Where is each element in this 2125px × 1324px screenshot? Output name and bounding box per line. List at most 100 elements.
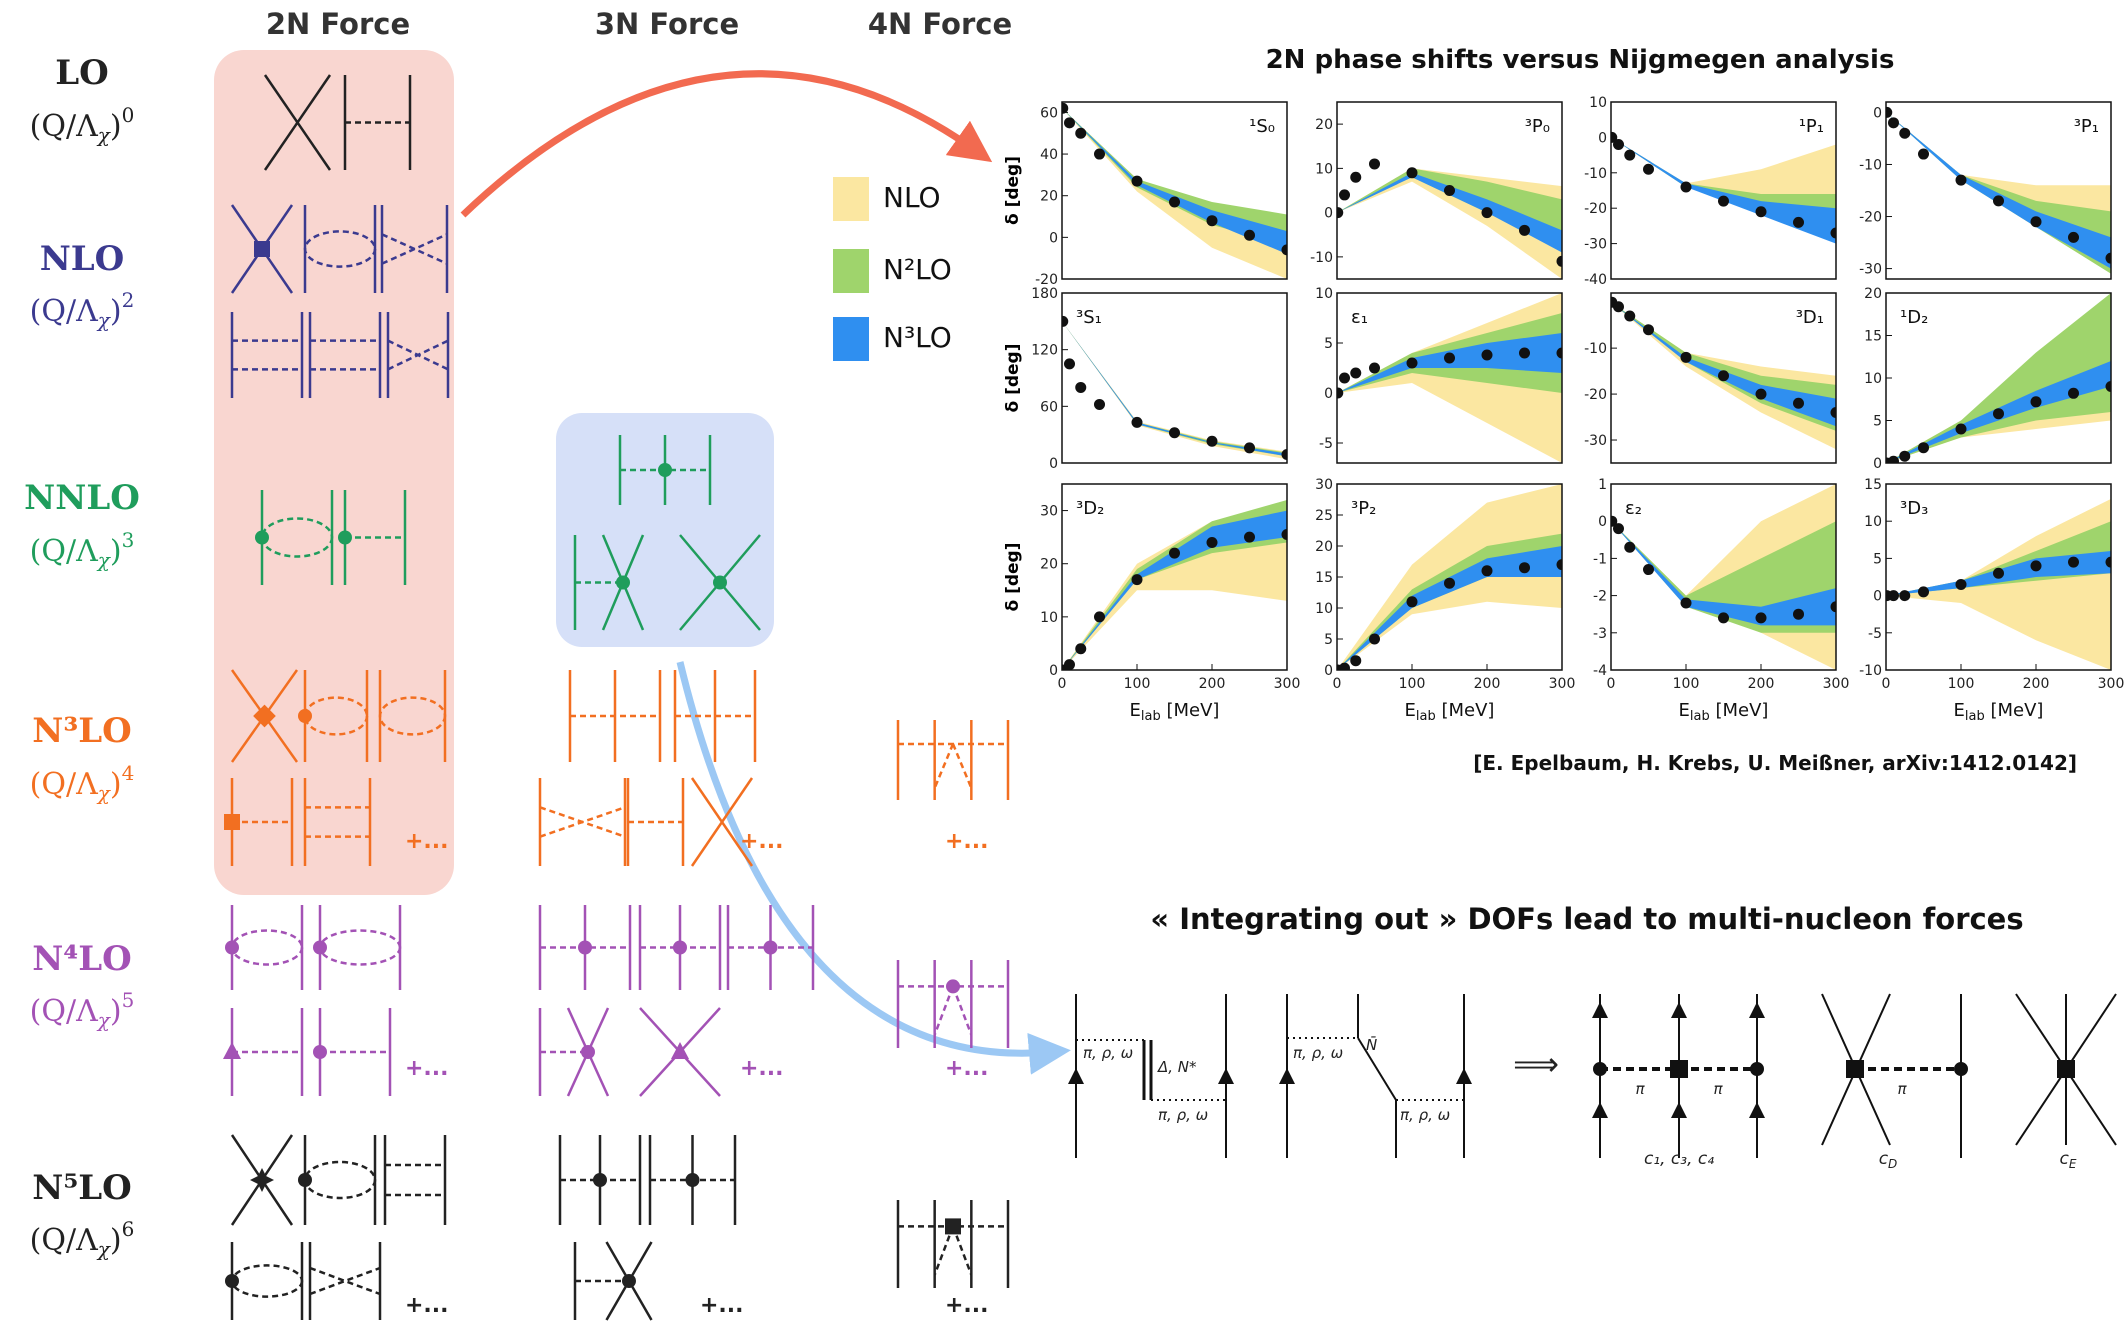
section-title: « Integrating out » DOFs lead to multi-n… [1150,902,2023,936]
data-point [1793,217,1804,228]
data-point [1681,598,1692,609]
data-point [1094,149,1105,160]
vertex [686,1173,700,1187]
expansion-part: 5 [122,988,135,1012]
x-tick-label: 0 [1607,676,1616,692]
y-tick-label: -10 [1859,157,1882,173]
data-point [1407,358,1418,369]
data-point [1681,352,1692,363]
x-label-sub: lab [1690,709,1710,724]
data-point [1075,128,1086,139]
vertex [673,941,687,955]
data-point [1643,164,1654,175]
y-tick-label: -30 [1584,237,1607,253]
vertex [764,941,778,955]
data-point [1613,301,1624,312]
y-tick-label: 5 [1873,414,1882,430]
data-point [1407,596,1418,607]
data-point [1132,176,1143,187]
data-point [1407,167,1418,178]
x-tick-label: 300 [1274,676,1301,692]
y-tick-label: 15 [1315,570,1333,586]
data-point [1899,590,1910,601]
data-point [1207,537,1218,548]
legend-label: N³LO [883,321,952,354]
y-tick-label: 0 [1873,589,1882,605]
order-expansion: (Q/Λχ)4 [30,761,135,805]
data-point [1643,324,1654,335]
x-label-sub: lab [1965,709,1985,724]
panel-label: ³P₁ [2074,116,2099,137]
x-tick-label: 200 [2023,676,2050,692]
panel-label: ³D₁ [1796,307,1824,328]
x-label-sub: lab [1416,709,1436,724]
expansion-part: ) [110,534,122,569]
citation: [E. Epelbaum, H. Krebs, U. Meißner, arXi… [1473,751,2077,775]
y-tick-label: 5 [1873,551,1882,567]
data-point [1444,185,1455,196]
data-point [1132,574,1143,585]
y-tick-label: 0 [1049,456,1058,472]
x-tick-label: 200 [1199,676,1226,692]
expansion-part: ) [110,109,122,144]
data-point [1207,436,1218,447]
exchange-label: π, ρ, ω [1400,1106,1450,1124]
order-name: LO [55,53,109,93]
panel-label: ³D₃ [1900,498,1928,519]
exchange-label: π, ρ, ω [1083,1044,1133,1062]
exchange-label: π, ρ, ω [1293,1044,1343,1062]
y-tick-label: -30 [1584,433,1607,449]
y-tick-label: -10 [1584,341,1607,357]
y-tick-label: -40 [1584,272,1607,288]
ellipsis: +... [405,1293,449,1318]
vertex [224,814,240,830]
legend-label: N²LO [883,253,952,286]
y-tick-label: -20 [1584,387,1607,403]
data-point [1956,175,1967,186]
data-point [1244,532,1255,543]
data-point [1350,655,1361,666]
data-point [1793,609,1804,620]
y-tick-label: 120 [1031,343,1058,359]
data-point [1444,353,1455,364]
y-tick-label: 0 [1049,230,1058,246]
panel-label: ³P₀ [1525,116,1550,137]
data-point [1756,612,1767,623]
ellipsis: +... [700,1293,744,1318]
data-point [1350,368,1361,379]
legend-swatch [833,177,869,221]
order-name: N⁴LO [32,939,132,979]
y-axis-label: δ [deg] [1003,343,1023,412]
y-tick-label: -4 [1593,663,1607,679]
y-tick-label: 30 [1040,504,1058,520]
slide: 2N Force 3N Force 4N Force 2N phase shif… [0,0,2125,1324]
data-point [1756,389,1767,400]
y-tick-label: 0 [1873,456,1882,472]
y-tick-label: -1 [1593,551,1607,567]
data-point [1244,442,1255,453]
data-point [1064,358,1075,369]
vertex [225,1274,239,1288]
vertex [581,1045,595,1059]
expansion-part: (Q/Λ [30,767,98,802]
data-point [1169,196,1180,207]
data-point [1339,189,1350,200]
x-tick-label: 0 [1882,676,1891,692]
data-point [1519,348,1530,359]
y-tick-label: -2 [1593,589,1607,605]
data-point [1918,442,1929,453]
x-tick-label: 100 [1673,676,1700,692]
panel-label: ³P₂ [1351,498,1376,519]
data-point [2068,232,2079,243]
order-expansion: (Q/Λχ)0 [30,103,135,147]
x-tick-label: 200 [1748,676,1775,692]
x-label-symbol: E [1679,700,1690,721]
data-point [1075,382,1086,393]
y-axis-label: δ [deg] [1003,156,1023,225]
data-point [1169,427,1180,438]
implies-arrow: ⟹ [1513,1045,1559,1083]
y-tick-label: -20 [1584,201,1607,217]
data-point [1918,149,1929,160]
y-tick-label: 20 [1040,189,1058,205]
expansion-part: 3 [122,528,135,552]
